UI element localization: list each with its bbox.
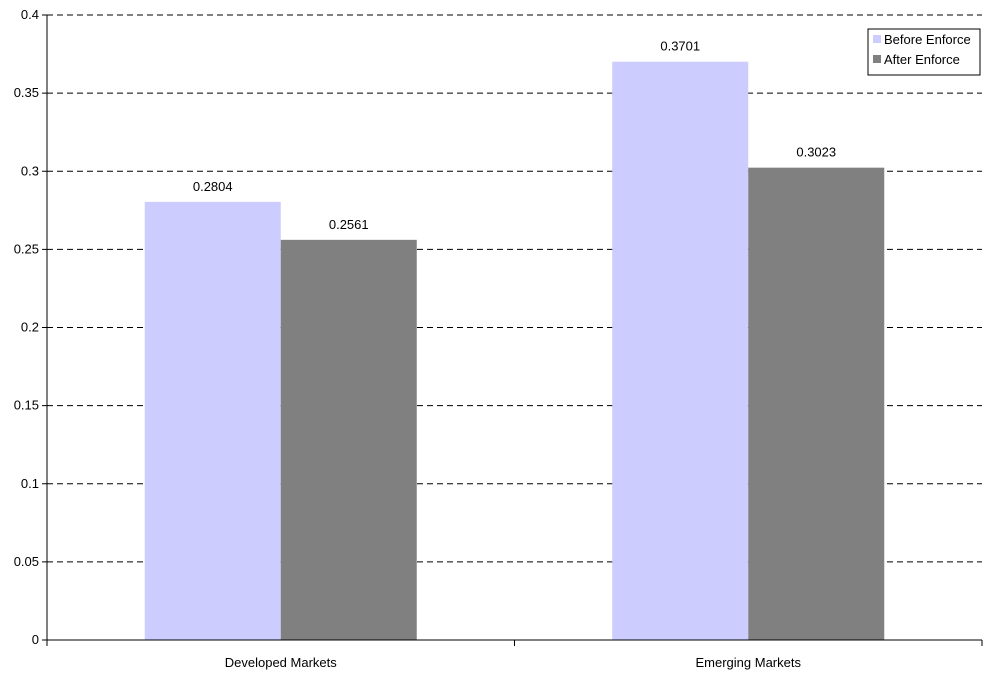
bar-before-emerging: [612, 61, 749, 640]
x-tick-label: Developed Markets: [225, 655, 337, 670]
data-label: 0.3023: [796, 145, 836, 160]
x-tick-labels: Developed Markets Emerging Markets: [46, 640, 983, 670]
legend-label-before-enforce: Before Enforce: [884, 32, 971, 47]
y-tick-label: 0.35: [14, 85, 39, 100]
bar-after-developed: [280, 239, 417, 640]
y-tick-label: 0: [32, 632, 39, 647]
data-labels: 0.2804 0.2561 0.3701 0.3023: [193, 39, 836, 232]
bar-before-developed: [144, 201, 281, 640]
legend-swatch-after-enforce: [873, 55, 881, 63]
legend-box: [867, 28, 981, 76]
bars: [144, 61, 885, 640]
data-label: 0.3701: [660, 39, 700, 54]
y-tick-label: 0.4: [21, 7, 39, 22]
y-tick-label: 0.1: [21, 476, 39, 491]
y-tick-labels: 0 0.05 0.1 0.15 0.2 0.25 0.3 0.35 0.4: [14, 7, 47, 647]
legend: Before Enforce After Enforce: [867, 28, 981, 76]
y-tick-label: 0.2: [21, 320, 39, 335]
data-label: 0.2804: [193, 179, 233, 194]
legend-label-after-enforce: After Enforce: [884, 52, 960, 67]
legend-swatch-before-enforce: [873, 35, 881, 43]
y-tick-label: 0.15: [14, 398, 39, 413]
bar-after-emerging: [748, 167, 885, 640]
y-tick-label: 0.25: [14, 241, 39, 256]
data-label: 0.2561: [329, 217, 369, 232]
y-tick-label: 0.05: [14, 554, 39, 569]
x-tick-label: Emerging Markets: [696, 655, 802, 670]
y-tick-label: 0.3: [21, 163, 39, 178]
